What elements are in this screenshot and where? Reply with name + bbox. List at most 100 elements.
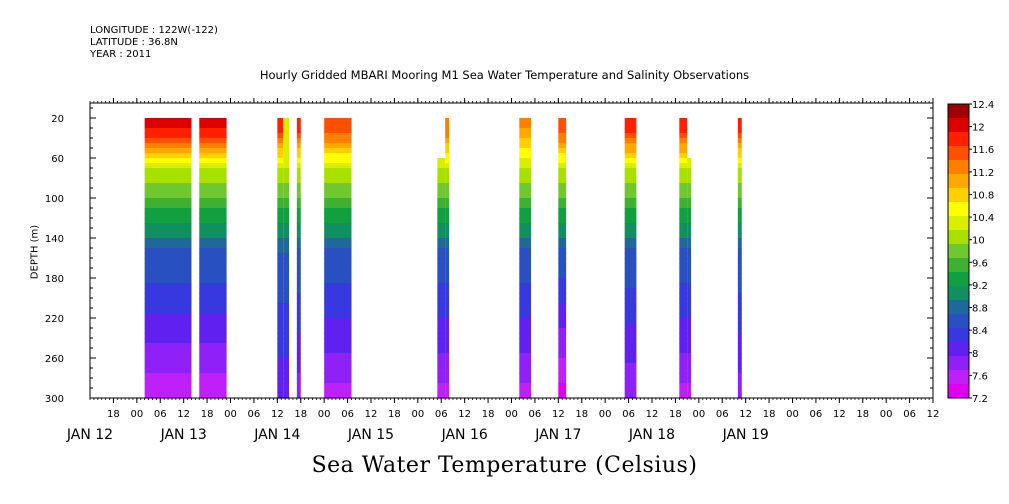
temperature-cell: [687, 208, 692, 214]
temperature-cell: [144, 168, 192, 174]
temperature-cell: [283, 158, 290, 164]
y-tick-label: 60: [51, 154, 64, 165]
temperature-cell: [519, 153, 532, 159]
y-axis-label: DEPTH (m): [29, 224, 41, 280]
temperature-cell: [445, 338, 450, 344]
temperature-cell: [679, 293, 688, 299]
temperature-cell: [283, 308, 290, 314]
temperature-cell: [324, 338, 352, 344]
temperature-cell: [687, 393, 692, 399]
temperature-cell: [283, 383, 290, 389]
temperature-cell: [445, 148, 450, 154]
temperature-cell: [624, 133, 637, 139]
temperature-cell: [624, 283, 637, 289]
temperature-cell: [324, 198, 352, 204]
x-tick-label: 12: [646, 409, 659, 420]
temperature-cell: [324, 218, 352, 224]
temperature-cell: [624, 153, 637, 159]
temperature-cell: [737, 333, 742, 339]
temperature-cell: [144, 218, 192, 224]
temperature-cell: [144, 118, 192, 124]
temperature-cell: [324, 193, 352, 199]
temperature-cell: [437, 178, 446, 184]
temperature-cell: [558, 143, 567, 149]
temperature-cell: [277, 303, 284, 309]
x-day-label: JAN 19: [722, 427, 769, 443]
temperature-cell: [679, 343, 688, 349]
temperature-cell: [445, 143, 450, 149]
temperature-cell: [324, 133, 352, 139]
temperature-cell: [558, 253, 567, 259]
temperature-cell: [687, 308, 692, 314]
temperature-cell: [624, 158, 637, 164]
temperature-cell: [445, 343, 450, 349]
temperature-cell: [687, 263, 692, 269]
temperature-cell: [144, 363, 192, 369]
temperature-cell: [277, 338, 284, 344]
temperature-cell: [283, 303, 290, 309]
temperature-cell: [296, 193, 301, 199]
temperature-cell: [296, 128, 301, 134]
temperature-cell: [144, 208, 192, 214]
temperature-cell: [437, 233, 446, 239]
colorbar-label: 9.2: [972, 281, 988, 292]
temperature-cell: [296, 153, 301, 159]
temperature-cell: [144, 223, 192, 229]
temperature-cell: [199, 263, 227, 269]
temperature-cell: [296, 178, 301, 184]
temperature-cell: [737, 128, 742, 134]
colorbar-band: [948, 272, 969, 287]
data-segment: [144, 118, 192, 399]
x-tick-label: 06: [903, 409, 916, 420]
temperature-cell: [437, 183, 446, 189]
temperature-cell: [296, 303, 301, 309]
temperature-cell: [277, 148, 284, 154]
temperature-cell: [445, 283, 450, 289]
colorbar-band: [948, 328, 969, 343]
colorbar-label: 11.6: [972, 145, 994, 156]
temperature-cell: [296, 313, 301, 319]
temperature-cell: [624, 208, 637, 214]
temperature-cell: [277, 263, 284, 269]
temperature-cell: [199, 338, 227, 344]
temperature-cell: [558, 158, 567, 164]
temperature-cell: [277, 283, 284, 289]
temperature-cell: [144, 128, 192, 134]
temperature-cell: [277, 178, 284, 184]
temperature-cell: [687, 158, 692, 164]
temperature-cell: [624, 313, 637, 319]
temperature-cell: [144, 258, 192, 264]
temperature-cell: [144, 343, 192, 349]
temperature-cell: [737, 123, 742, 129]
temperature-cell: [687, 228, 692, 234]
temperature-cell: [558, 343, 567, 349]
temperature-cell: [737, 373, 742, 379]
temperature-cell: [624, 238, 637, 244]
temperature-cell: [679, 303, 688, 309]
temperature-cell: [679, 278, 688, 284]
temperature-cell: [324, 373, 352, 379]
temperature-cell: [437, 293, 446, 299]
temperature-cell: [519, 228, 532, 234]
temperature-cell: [199, 218, 227, 224]
temperature-cell: [558, 233, 567, 239]
temperature-cell: [519, 203, 532, 209]
temperature-cell: [437, 348, 446, 354]
temperature-cell: [283, 258, 290, 264]
temperature-cell: [144, 318, 192, 324]
temperature-cell: [519, 363, 532, 369]
temperature-cell: [687, 333, 692, 339]
temperature-cell: [687, 323, 692, 329]
temperature-cell: [199, 188, 227, 194]
colorbar-band: [948, 342, 969, 357]
temperature-cell: [519, 223, 532, 229]
temperature-cell: [558, 298, 567, 304]
temperature-cell: [296, 228, 301, 234]
temperature-cell: [437, 278, 446, 284]
temperature-cell: [519, 313, 532, 319]
colorbar-frame: [947, 103, 970, 399]
year-text: YEAR : 2011: [90, 49, 152, 60]
temperature-cell: [519, 213, 532, 219]
temperature-cell: [737, 278, 742, 284]
temperature-cell: [199, 123, 227, 129]
